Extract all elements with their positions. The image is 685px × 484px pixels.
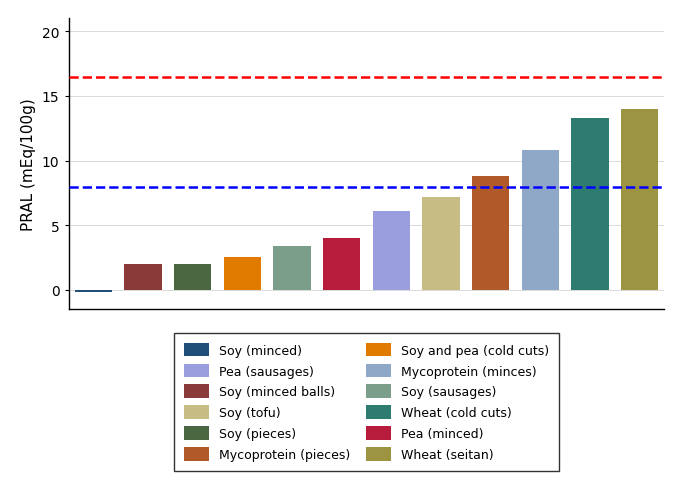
Bar [472, 177, 509, 290]
Bar [273, 246, 310, 290]
Bar [423, 197, 460, 290]
Legend: Soy (minced), Pea (sausages), Soy (minced balls), Soy (tofu), Soy (pieces), Myco: Soy (minced), Pea (sausages), Soy (mince… [174, 333, 559, 471]
Bar [224, 257, 261, 290]
Bar [125, 265, 162, 290]
Bar [373, 212, 410, 290]
Bar [621, 110, 658, 290]
Bar [174, 265, 211, 290]
Bar [323, 239, 360, 290]
Bar [571, 119, 608, 290]
Bar [75, 290, 112, 292]
Bar [522, 151, 559, 290]
Y-axis label: PRAL (mEq/100g): PRAL (mEq/100g) [21, 98, 36, 231]
